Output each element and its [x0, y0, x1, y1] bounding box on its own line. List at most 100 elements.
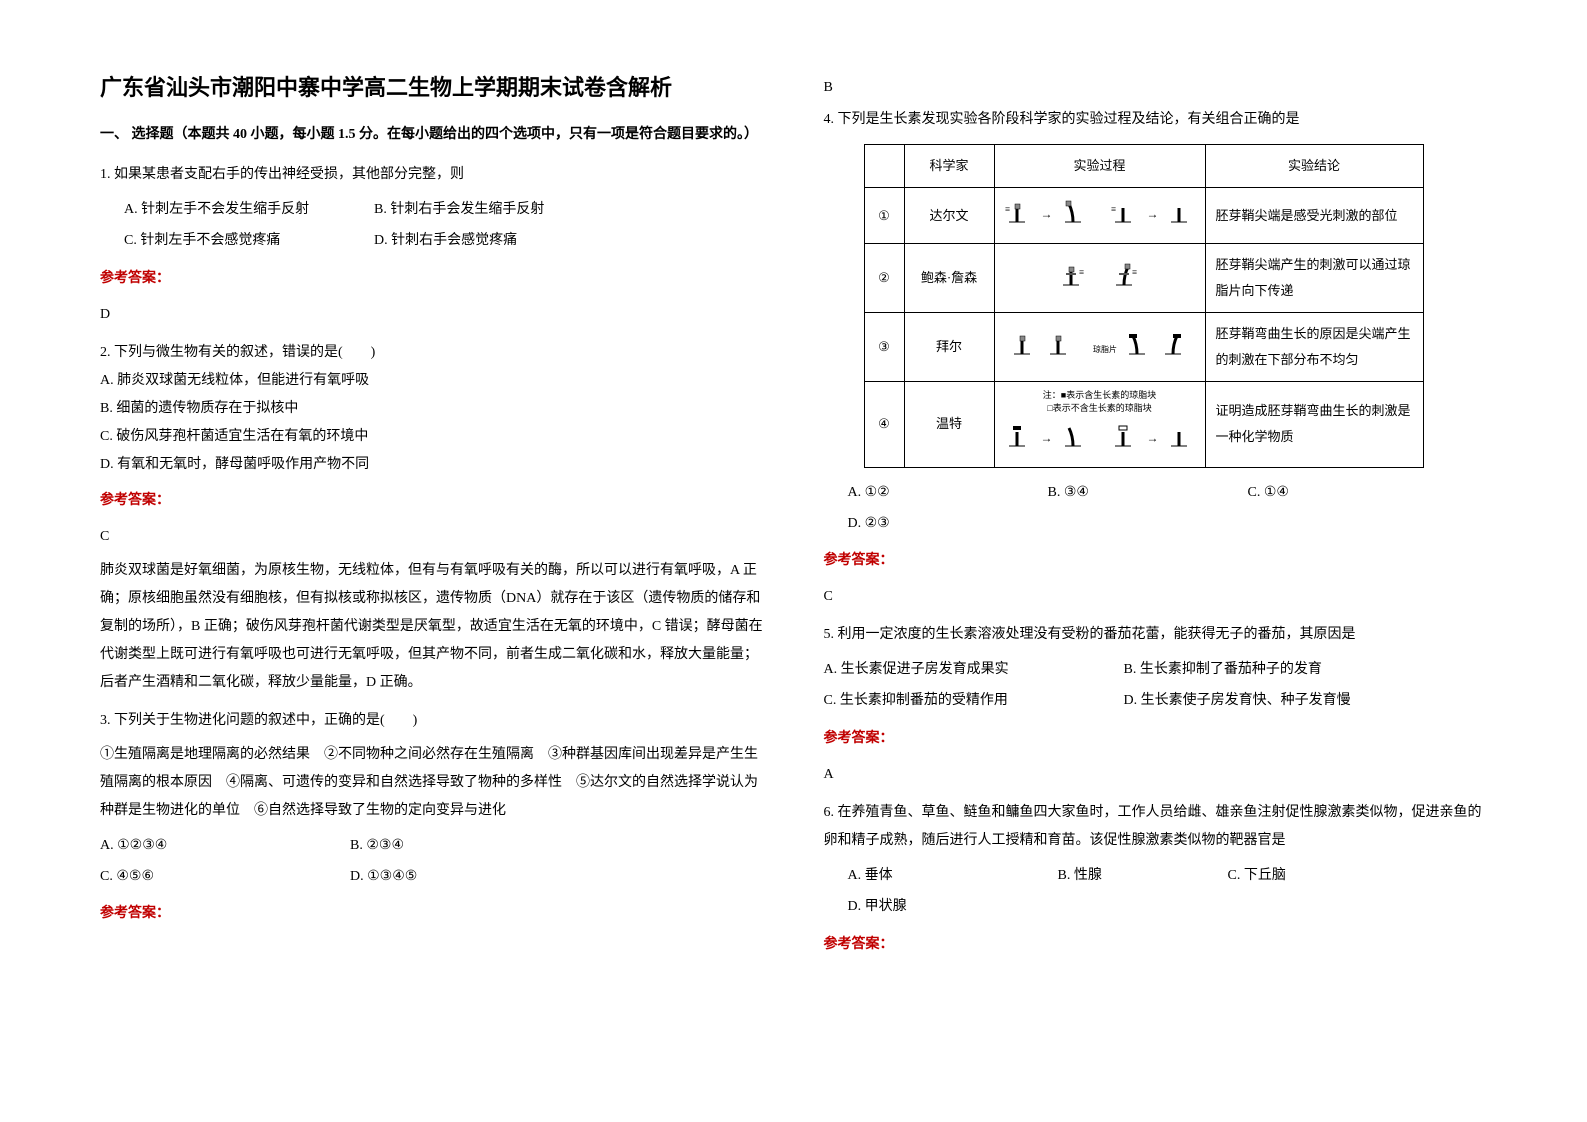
q2-answer: C [100, 523, 764, 551]
q2-stem-text: 下列与微生物有关的叙述，错误的是( ) [114, 345, 375, 360]
q1-option-a: A. 针刺左手不会发生缩手反射 [124, 195, 374, 226]
row-scientist: 达尔文 [904, 188, 994, 244]
row-conclusion: 证明造成胚芽鞘弯曲生长的刺激是一种化学物质 [1205, 382, 1423, 468]
q4-stem: 4. 下列是生长素发现实验各阶段科学家的实验过程及结论，有关组合正确的是 [824, 106, 1488, 134]
q3-stem: 3. 下列关于生物进化问题的叙述中，正确的是( ) [100, 707, 764, 735]
q1-option-b: B. 针刺右手会发生缩手反射 [374, 195, 624, 226]
q3-option-c: C. ④⑤⑥ [100, 862, 350, 893]
q5-option-b: B. 生长素抑制了番茄种子的发育 [1124, 655, 1424, 686]
q5-num: 5. [824, 627, 835, 642]
q4-options: A. ①② B. ③④ C. ①④ D. ②③ [848, 478, 1488, 540]
row-conclusion: 胚芽鞘弯曲生长的原因是尖端产生的刺激在下部分布不均匀 [1205, 313, 1423, 382]
q5-option-c: C. 生长素抑制番茄的受精作用 [824, 686, 1124, 717]
q6-num: 6. [824, 805, 835, 820]
q3-answer: B [824, 80, 1488, 96]
th-process: 实验过程 [994, 145, 1205, 188]
q2-explanation: 肺炎双球菌是好氧细菌，为原核生物，无线粒体，但有与有氧呼吸有关的酶，所以可以进行… [100, 557, 764, 697]
seedling-icon [1061, 420, 1089, 450]
seedling-icon [1046, 328, 1074, 358]
q5-answer: A [824, 761, 1488, 789]
q2-option-c: C. 破伤风芽孢杆菌适宜生活在有氧的环境中 [100, 423, 764, 451]
q6-stem: 6. 在养殖青鱼、草鱼、鲢鱼和鳙鱼四大家鱼时，工作人员给雌、雄亲鱼注射促性腺激素… [824, 799, 1488, 855]
page-title: 广东省汕头市潮阳中寨中学高二生物上学期期末试卷含解析 [100, 70, 764, 102]
q6-option-d: D. 甲状腺 [848, 892, 1018, 923]
q2-option-b: B. 细菌的遗传物质存在于拟核中 [100, 395, 764, 423]
seedling-icon [1167, 420, 1195, 450]
q2-stem: 2. 下列与微生物有关的叙述，错误的是( ) [100, 339, 764, 367]
experiment-table: 科学家 实验过程 实验结论 ① 达尔文 ≡→ ≡→ 胚芽鞘尖端是感受光刺激的部位… [864, 144, 1424, 468]
svg-text:≡: ≡ [1079, 267, 1084, 277]
row-scientist: 拜尔 [904, 313, 994, 382]
seedling-icon [1005, 420, 1033, 450]
q3-items: ①生殖隔离是地理隔离的必然结果 ②不同物种之间必然存在生殖隔离 ③种群基因库间出… [100, 741, 764, 825]
row-num: ② [864, 244, 904, 313]
q6-stem-text: 在养殖青鱼、草鱼、鲢鱼和鳙鱼四大家鱼时，工作人员给雌、雄亲鱼注射促性腺激素类似物… [824, 805, 1482, 848]
q3-option-d: D. ①③④⑤ [350, 862, 600, 893]
svg-text:≡: ≡ [1005, 204, 1010, 214]
table-row: ① 达尔文 ≡→ ≡→ 胚芽鞘尖端是感受光刺激的部位 [864, 188, 1423, 244]
q6-options: A. 垂体 B. 性腺 C. 下丘脑 D. 甲状腺 [848, 861, 1488, 923]
question-3: 3. 下列关于生物进化问题的叙述中，正确的是( ) ①生殖隔离是地理隔离的必然结… [100, 707, 764, 929]
table-row: ④ 温特 注：■表示含生长素的琼脂块□表示不含生长素的琼脂块→ → 证明造成胚芽… [864, 382, 1423, 468]
q3-option-a: A. ①②③④ [100, 831, 350, 862]
seedling-icon: ≡ [1112, 259, 1140, 289]
q4-option-a: A. ①② [848, 478, 1048, 509]
row-scientist: 温特 [904, 382, 994, 468]
row-num: ③ [864, 313, 904, 382]
question-4: 4. 下列是生长素发现实验各阶段科学家的实验过程及结论，有关组合正确的是 科学家… [824, 106, 1488, 611]
q1-option-c: C. 针刺左手不会感觉疼痛 [124, 226, 374, 257]
q1-options: A. 针刺左手不会发生缩手反射 B. 针刺右手会发生缩手反射 C. 针刺左手不会… [124, 195, 764, 257]
q3-stem-text: 下列关于生物进化问题的叙述中，正确的是( ) [114, 713, 417, 728]
q4-stem-text: 下列是生长素发现实验各阶段科学家的实验过程及结论，有关组合正确的是 [838, 112, 1300, 127]
seedling-icon [1161, 328, 1189, 358]
row-process: ≡→ ≡→ [994, 188, 1205, 244]
q1-stem-text: 如果某患者支配右手的传出神经受损，其他部分完整，则 [114, 167, 464, 182]
seedling-icon: ≡ [1111, 196, 1139, 226]
question-5: 5. 利用一定浓度的生长素溶液处理没有受粉的番茄花蕾，能获得无子的番茄，其原因是… [824, 621, 1488, 789]
q5-stem: 5. 利用一定浓度的生长素溶液处理没有受粉的番茄花蕾，能获得无子的番茄，其原因是 [824, 621, 1488, 649]
row-num: ① [864, 188, 904, 244]
table-row: ② 鲍森·詹森 ≡ ≡ 胚芽鞘尖端产生的刺激可以通过琼脂片向下传递 [864, 244, 1423, 313]
row-scientist: 鲍森·詹森 [904, 244, 994, 313]
q4-option-b: B. ③④ [1048, 478, 1248, 509]
row-num: ④ [864, 382, 904, 468]
q4-option-c: C. ①④ [1248, 478, 1388, 509]
question-1: 1. 如果某患者支配右手的传出神经受损，其他部分完整，则 A. 针刺左手不会发生… [100, 161, 764, 329]
row-process: ≡ ≡ [994, 244, 1205, 313]
q3-options: A. ①②③④ B. ②③④ C. ④⑤⑥ D. ①③④⑤ [100, 831, 764, 893]
left-column: 广东省汕头市潮阳中寨中学高二生物上学期期末试卷含解析 一、 选择题（本题共 40… [100, 70, 764, 969]
answer-label: 参考答案： [824, 725, 1488, 753]
th-conclusion: 实验结论 [1205, 145, 1423, 188]
q3-num: 3. [100, 713, 111, 728]
q5-option-a: A. 生长素促进子房发育成果实 [824, 655, 1124, 686]
q5-options: A. 生长素促进子房发育成果实 B. 生长素抑制了番茄种子的发育 C. 生长素抑… [824, 655, 1488, 717]
svg-text:≡: ≡ [1111, 204, 1116, 214]
seedling-icon [1010, 328, 1038, 358]
row-process: 注：■表示含生长素的琼脂块□表示不含生长素的琼脂块→ → [994, 382, 1205, 468]
svg-text:≡: ≡ [1132, 267, 1137, 277]
seedling-icon [1125, 328, 1153, 358]
question-6: 6. 在养殖青鱼、草鱼、鲢鱼和鳙鱼四大家鱼时，工作人员给雌、雄亲鱼注射促性腺激素… [824, 799, 1488, 959]
q2-num: 2. [100, 345, 111, 360]
section-header: 一、 选择题（本题共 40 小题，每小题 1.5 分。在每小题给出的四个选项中，… [100, 122, 764, 147]
th-scientist: 科学家 [904, 145, 994, 188]
table-row: ③ 拜尔 琼脂片 胚芽鞘弯曲生长的原因是尖端产生的刺激在下部分布不均匀 [864, 313, 1423, 382]
question-2: 2. 下列与微生物有关的叙述，错误的是( ) A. 肺炎双球菌无线粒体，但能进行… [100, 339, 764, 697]
q3-option-b: B. ②③④ [350, 831, 600, 862]
q4-answer: C [824, 583, 1488, 611]
q2-option-a: A. 肺炎双球菌无线粒体，但能进行有氧呼吸 [100, 367, 764, 395]
row-conclusion: 胚芽鞘尖端是感受光刺激的部位 [1205, 188, 1423, 244]
th-blank [864, 145, 904, 188]
q5-stem-text: 利用一定浓度的生长素溶液处理没有受粉的番茄花蕾，能获得无子的番茄，其原因是 [838, 627, 1356, 642]
q6-option-b: B. 性腺 [1058, 861, 1228, 892]
q1-answer: D [100, 301, 764, 329]
row-process: 琼脂片 [994, 313, 1205, 382]
q4-num: 4. [824, 112, 835, 127]
table-header-row: 科学家 实验过程 实验结论 [864, 145, 1423, 188]
answer-label: 参考答案： [100, 900, 764, 928]
seedling-icon [1111, 420, 1139, 450]
answer-label: 参考答案： [100, 487, 764, 515]
q4-option-d: D. ②③ [848, 509, 1048, 540]
q2-option-d: D. 有氧和无氧时，酵母菌呼吸作用产物不同 [100, 451, 764, 479]
seedling-icon: ≡ [1059, 259, 1087, 289]
